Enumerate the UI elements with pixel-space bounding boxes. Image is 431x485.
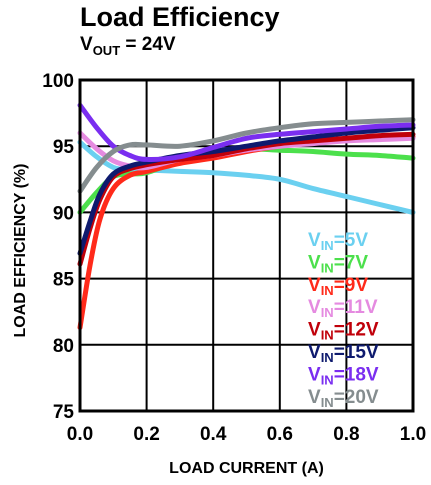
legend-entry-suffix: =12V <box>334 320 379 341</box>
subtitle-suffix: = 24V <box>120 34 176 55</box>
legend-entry: VIN=12V <box>308 320 379 343</box>
x-tick-label: 0.4 <box>200 424 227 445</box>
legend-entry-suffix: =7V <box>334 252 369 273</box>
x-tick-label: 0.2 <box>133 424 159 445</box>
series-line <box>77 139 416 215</box>
subtitle-sub: OUT <box>92 42 121 58</box>
legend-entry-prefix: V <box>308 387 321 408</box>
y-tick-label: 80 <box>53 336 74 357</box>
legend-entry-suffix: =9V <box>334 275 369 296</box>
y-axis-label: LOAD EFFICIENCY (%) <box>12 164 29 338</box>
y-tick-label: 75 <box>53 402 75 423</box>
y-tick-label: 95 <box>53 137 75 158</box>
legend: VIN=5VVIN=7VVIN=9VVIN=11VVIN=12VVIN=15VV… <box>308 230 379 410</box>
legend-entry-prefix: V <box>308 297 321 318</box>
chart-title: Load Efficiency <box>80 2 280 32</box>
tick-layer: 0.0 0.2 0.4 0.6 0.8 1.0 75 80 85 90 95 100 <box>42 71 426 445</box>
legend-entry-suffix: =11V <box>334 297 378 318</box>
legend-entry-sub: IN <box>321 350 334 365</box>
x-axis-label: LOAD CURRENT (A) <box>169 460 324 477</box>
legend-entry-suffix: =15V <box>334 342 379 363</box>
legend-entry: VIN=5V <box>308 230 368 253</box>
legend-entry-prefix: V <box>308 364 321 385</box>
legend-entry-sub: IN <box>321 305 334 320</box>
x-tick-label: 1.0 <box>400 424 426 445</box>
series-line <box>77 102 416 162</box>
legend-entry-prefix: V <box>308 230 321 251</box>
legend-entry-sub: IN <box>321 395 334 410</box>
legend-entry: VIN=15V <box>308 342 379 365</box>
legend-entry-suffix: =5V <box>334 230 369 251</box>
legend-entry-prefix: V <box>308 252 321 273</box>
y-tick-label: 85 <box>53 270 75 291</box>
legend-entry-sub: IN <box>321 372 334 387</box>
legend-entry-suffix: =18V <box>334 364 379 385</box>
legend-entry: VIN=7V <box>308 252 368 275</box>
legend-entry-prefix: V <box>308 342 321 363</box>
legend-entry: VIN=20V <box>308 387 379 410</box>
legend-entry: VIN=9V <box>308 275 368 298</box>
x-tick-label: 0.0 <box>67 424 93 445</box>
plot-frame <box>78 78 415 413</box>
y-tick-label: 100 <box>42 71 74 92</box>
series-line <box>77 117 416 194</box>
legend-entry-sub: IN <box>321 260 334 275</box>
legend-entry-sub: IN <box>321 238 334 253</box>
series-layer <box>77 102 416 331</box>
legend-entry: VIN=18V <box>308 364 379 387</box>
legend-entry-prefix: V <box>308 275 321 296</box>
subtitle-prefix: V <box>80 34 93 55</box>
legend-entry: VIN=11V <box>308 297 378 320</box>
legend-entry-prefix: V <box>308 320 321 341</box>
legend-entry-sub: IN <box>321 328 334 343</box>
y-tick-label: 90 <box>53 203 74 224</box>
legend-entry-sub: IN <box>321 283 334 298</box>
x-tick-label: 0.6 <box>267 424 293 445</box>
x-tick-label: 0.8 <box>333 424 359 445</box>
chart-subtitle: VOUT = 24V <box>80 34 176 58</box>
legend-entry-suffix: =20V <box>334 387 379 408</box>
